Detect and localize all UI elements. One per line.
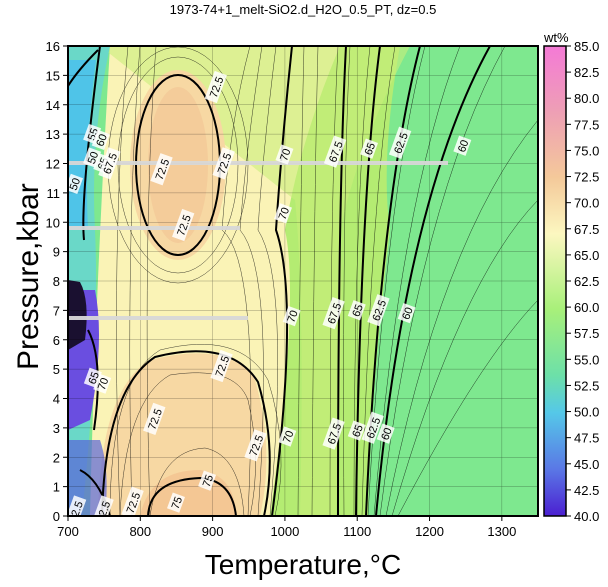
colorbar-tick-label: 42.5 [574, 483, 599, 498]
contour-label: 70 [278, 426, 296, 447]
colorbar-tick-label: 52.5 [574, 378, 599, 393]
svg-text:2.5: 2.5 [97, 500, 114, 518]
contour-label: 70 [274, 203, 292, 224]
svg-text:60: 60 [456, 138, 471, 154]
y-tick-label: 6 [53, 333, 60, 348]
colorbar-tick-label: 72.5 [574, 170, 599, 185]
colorbar-tick-label: 55.0 [574, 352, 599, 367]
y-tick-label: 9 [53, 245, 60, 260]
x-tick-label: 1100 [343, 524, 371, 539]
x-axis-label: Temperature,°C [204, 549, 402, 580]
colorbar-tick-label: 82.5 [574, 65, 599, 80]
colorbar-tick-label: 77.5 [574, 117, 599, 132]
contour-label: 70 [275, 144, 294, 165]
x-tick-label: 700 [57, 524, 79, 539]
colorbar-tick-label: 40.0 [574, 509, 599, 524]
y-tick-label: 2 [53, 450, 60, 465]
svg-text:60: 60 [379, 426, 394, 442]
colorbar-tick-label: 85.0 [574, 39, 599, 54]
y-tick-label: 1 [53, 480, 60, 495]
y-tick-label: 11 [47, 186, 61, 201]
y-tick-label: 8 [53, 274, 60, 289]
contour-label: 60 [91, 129, 110, 150]
colorbar-tick-label: 57.5 [574, 326, 599, 341]
contour-label: 75 [167, 492, 185, 513]
x-tick-label: 800 [129, 524, 151, 539]
svg-text:60: 60 [400, 306, 415, 322]
svg-text:60: 60 [94, 133, 109, 149]
contour-label: 65 [83, 367, 102, 388]
x-tick-label: 900 [202, 524, 224, 539]
colorbar-unit: wt% [544, 30, 569, 45]
y-tick-label: 10 [46, 215, 60, 230]
contour-label: 65 [347, 420, 366, 441]
colorbar-tick-label: 67.5 [574, 222, 599, 237]
x-tick-label: 1000 [270, 524, 299, 539]
y-tick-label: 16 [46, 39, 60, 54]
contour-field: 72.572.572.572.57070707067.567.567.56565… [68, 46, 538, 518]
svg-text:70: 70 [277, 206, 292, 222]
colorbar-tick-label: 47.5 [574, 431, 599, 446]
svg-text:65: 65 [363, 141, 378, 157]
y-tick-label: 15 [46, 68, 60, 83]
svg-text:70: 70 [96, 376, 111, 392]
svg-text:70: 70 [278, 147, 293, 163]
y-tick-label: 5 [53, 362, 60, 377]
colorbar-tick-label: 80.0 [574, 91, 599, 106]
svg-text:75: 75 [201, 473, 216, 489]
svg-text:50: 50 [68, 177, 83, 193]
contour-label: 65 [360, 138, 378, 159]
svg-text:65: 65 [350, 303, 365, 319]
contour-label: 70 [282, 305, 301, 327]
colorbar-tick-label: 62.5 [574, 274, 599, 289]
colorbar-tick-label: 60.0 [574, 300, 599, 315]
chart-title: 1973-74+1_melt-SiO2.d_H2O_0.5_PT, dz=0.5 [169, 2, 437, 17]
svg-text:2.5: 2.5 [69, 500, 86, 518]
x-tick-label: 1200 [415, 524, 444, 539]
colorbar-tick-label: 65.0 [574, 248, 599, 263]
y-tick-label: 14 [46, 98, 60, 113]
y-tick-label: 13 [46, 127, 60, 142]
contour-label: 65 [347, 300, 366, 321]
colorbar-tick-label: 50.0 [574, 405, 599, 420]
contour-label: 75 [198, 470, 216, 491]
contour-label: 60 [376, 423, 395, 444]
y-tick-label: 7 [53, 303, 60, 318]
colorbar-tick-label: 45.0 [574, 457, 599, 472]
y-tick-label: 0 [53, 509, 60, 524]
svg-text:75: 75 [170, 495, 185, 511]
colorbar-tick-label: 75.0 [574, 143, 599, 158]
svg-text:70: 70 [281, 429, 296, 445]
colorbar [544, 46, 566, 516]
contour-label: 50 [68, 173, 83, 195]
y-tick-label: 3 [53, 421, 60, 436]
svg-text:65: 65 [350, 423, 365, 439]
y-tick-label: 4 [53, 392, 60, 407]
colorbar-tick-label: 70.0 [574, 196, 599, 211]
y-tick-label: 12 [46, 157, 60, 172]
x-tick-label: 1300 [487, 524, 516, 539]
svg-text:70: 70 [285, 309, 300, 325]
contour-label: 60 [453, 135, 471, 156]
contour-label: 60 [397, 303, 416, 324]
svg-text:65: 65 [87, 370, 102, 386]
